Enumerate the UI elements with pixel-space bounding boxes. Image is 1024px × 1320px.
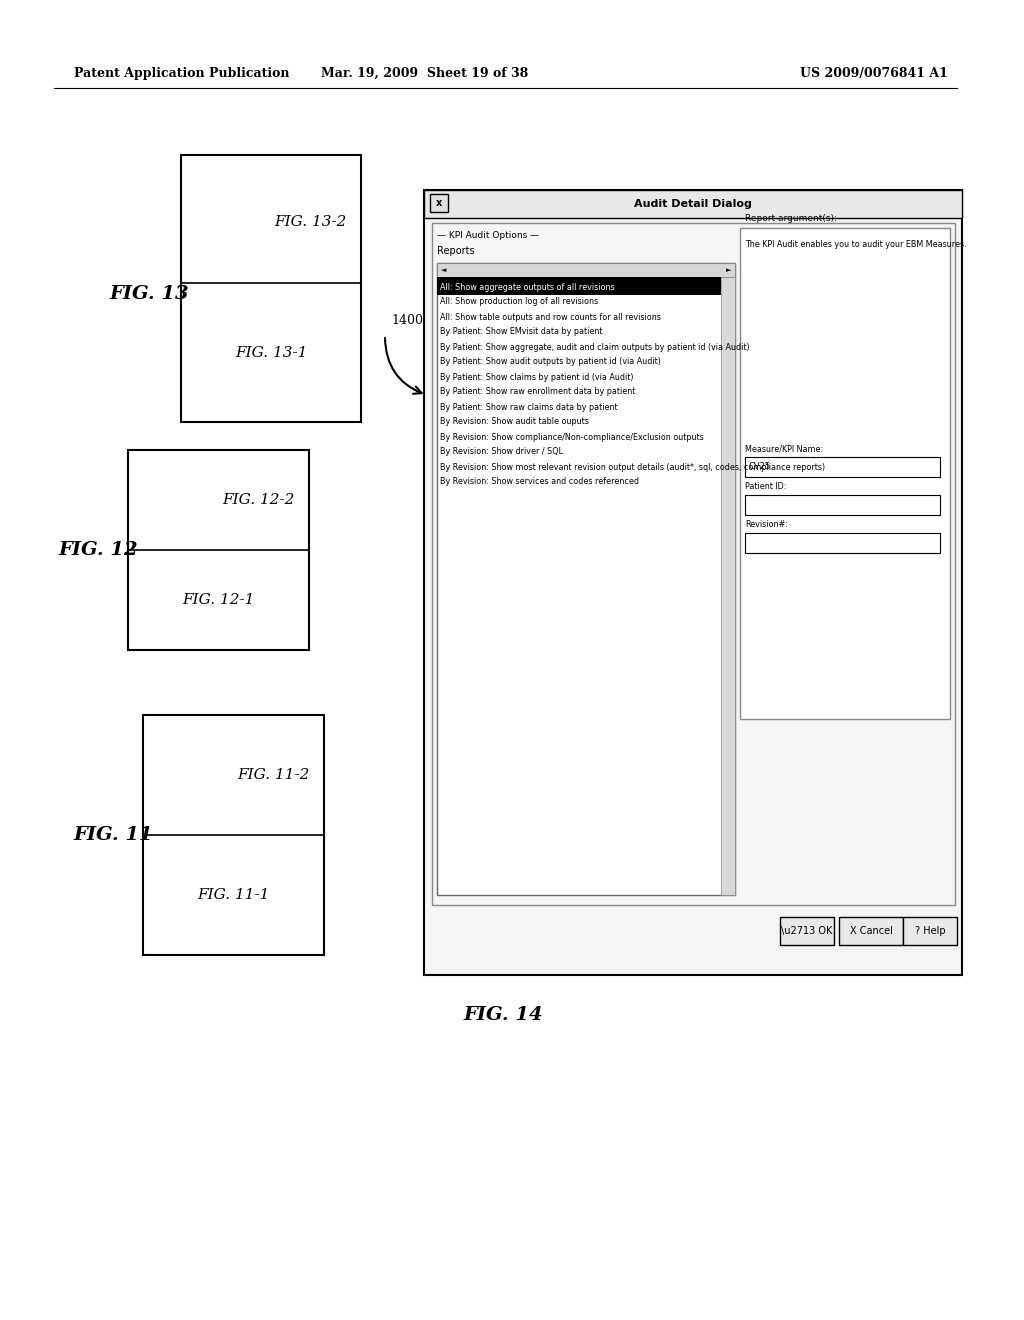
Text: Audit Detail Dialog: Audit Detail Dialog: [635, 199, 753, 209]
Text: ? Help: ? Help: [915, 927, 945, 936]
Text: FIG. 11: FIG. 11: [74, 826, 154, 843]
Text: By Patient: Show audit outputs by patient id (via Audit): By Patient: Show audit outputs by patien…: [440, 358, 662, 367]
Text: Reports: Reports: [437, 246, 475, 256]
Bar: [839, 917, 903, 945]
Text: \u2713 OK: \u2713 OK: [781, 927, 833, 936]
Text: Mar. 19, 2009  Sheet 19 of 38: Mar. 19, 2009 Sheet 19 of 38: [321, 66, 528, 79]
Text: By Revision: Show services and codes referenced: By Revision: Show services and codes ref…: [440, 478, 639, 487]
Text: Measure/KPI Name:: Measure/KPI Name:: [745, 445, 823, 454]
Bar: [745, 495, 940, 515]
Text: By Patient: Show EMvisit data by patient: By Patient: Show EMvisit data by patient: [440, 327, 603, 337]
Text: — KPI Audit Options —: — KPI Audit Options —: [437, 231, 540, 239]
Text: 1400: 1400: [392, 314, 424, 326]
Bar: [143, 715, 324, 954]
Bar: [424, 190, 963, 218]
Bar: [721, 277, 735, 895]
Text: FIG. 13: FIG. 13: [110, 285, 188, 302]
Text: Revision#:: Revision#:: [745, 520, 788, 529]
Text: x: x: [436, 198, 442, 209]
Text: By Revision: Show driver / SQL: By Revision: Show driver / SQL: [440, 447, 563, 457]
Text: CV25: CV25: [749, 462, 770, 471]
Text: FIG. 11-1: FIG. 11-1: [198, 888, 269, 902]
Text: X Cancel: X Cancel: [850, 927, 893, 936]
Text: By Revision: Show most relevant revision output details (audit*, sql, codes, com: By Revision: Show most relevant revision…: [440, 462, 825, 471]
Text: All: Show aggregate outputs of all revisions: All: Show aggregate outputs of all revis…: [440, 282, 614, 292]
FancyArrowPatch shape: [385, 338, 422, 393]
Text: FIG. 11-2: FIG. 11-2: [237, 768, 309, 781]
Bar: [780, 917, 835, 945]
Bar: [740, 228, 949, 719]
Text: The KPI Audit enables you to audit your EBM Measures.: The KPI Audit enables you to audit your …: [745, 240, 967, 249]
Text: Patent Application Publication: Patent Application Publication: [74, 66, 290, 79]
Text: FIG. 12-1: FIG. 12-1: [182, 593, 255, 607]
Text: ◄: ◄: [440, 267, 445, 273]
Text: ►: ►: [726, 267, 732, 273]
Text: By Patient: Show aggregate, audit and claim outputs by patient id (via Audit): By Patient: Show aggregate, audit and cl…: [440, 342, 750, 351]
Text: By Patient: Show raw enrollment data by patient: By Patient: Show raw enrollment data by …: [440, 388, 636, 396]
Text: All: Show production log of all revisions: All: Show production log of all revision…: [440, 297, 598, 306]
Text: Report argument(s):: Report argument(s):: [745, 214, 838, 223]
Bar: [437, 277, 721, 294]
Text: By Patient: Show raw claims data by patient: By Patient: Show raw claims data by pati…: [440, 403, 617, 412]
Text: FIG. 12: FIG. 12: [59, 541, 138, 558]
Bar: [745, 533, 940, 553]
Text: By Patient: Show claims by patient id (via Audit): By Patient: Show claims by patient id (v…: [440, 372, 634, 381]
Bar: [437, 263, 735, 277]
Bar: [745, 457, 940, 477]
Bar: [903, 917, 957, 945]
Bar: [424, 190, 963, 975]
Bar: [128, 450, 309, 649]
Bar: [432, 223, 954, 906]
Text: FIG. 13-2: FIG. 13-2: [274, 215, 347, 228]
Text: FIG. 12-2: FIG. 12-2: [222, 492, 295, 507]
Bar: [430, 194, 449, 213]
Text: Patient ID:: Patient ID:: [745, 483, 786, 491]
Text: US 2009/0076841 A1: US 2009/0076841 A1: [800, 66, 947, 79]
Bar: [180, 154, 361, 422]
Bar: [437, 263, 735, 895]
Text: By Revision: Show audit table ouputs: By Revision: Show audit table ouputs: [440, 417, 589, 426]
Text: FIG. 13-1: FIG. 13-1: [234, 346, 307, 359]
Text: By Revision: Show compliance/Non-compliance/Exclusion outputs: By Revision: Show compliance/Non-complia…: [440, 433, 703, 441]
Text: FIG. 14: FIG. 14: [464, 1006, 543, 1024]
Text: All: Show table outputs and row counts for all revisions: All: Show table outputs and row counts f…: [440, 313, 662, 322]
